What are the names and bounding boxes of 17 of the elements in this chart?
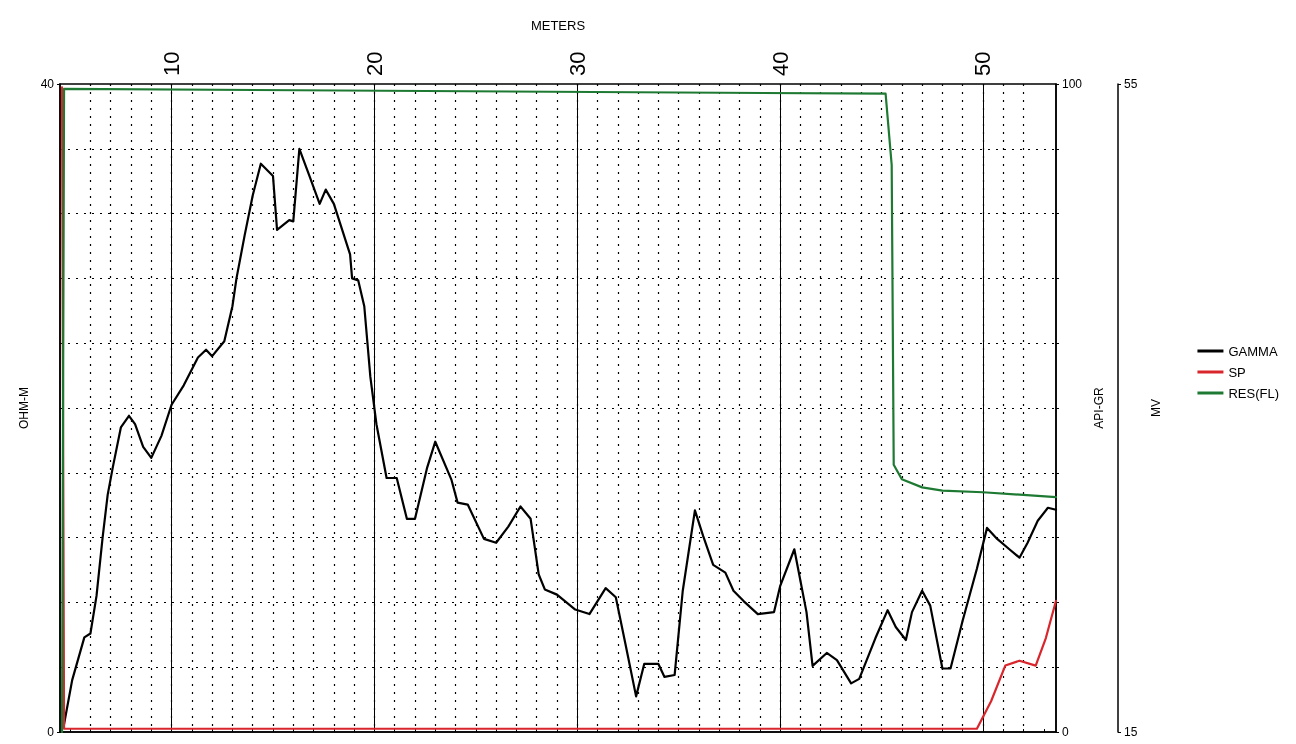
x-axis-title: METERS	[530, 18, 586, 33]
y-axis-title: API-GR	[1091, 387, 1106, 429]
x-tick-label: 50	[970, 51, 996, 76]
y3-axis-title: OHM-M	[16, 387, 31, 429]
y2-tick-label: 55	[1124, 77, 1138, 91]
legend-label: GAMMA	[1228, 343, 1278, 359]
x-tick-label: 20	[361, 51, 387, 76]
x-tick-label: 30	[564, 51, 590, 76]
legend-label: SP	[1228, 364, 1246, 380]
y2-axis-title: MV	[1149, 399, 1163, 417]
y2-tick-label: 15	[1124, 725, 1138, 739]
x-tick-label: 40	[767, 51, 793, 76]
y-tick-label: 100	[1062, 77, 1083, 91]
legend-label: RES(FL)	[1228, 385, 1279, 401]
y3-tick-label: 0	[47, 725, 55, 739]
x-tick-label: 10	[159, 51, 185, 76]
y3-tick-label: 40	[40, 77, 55, 91]
